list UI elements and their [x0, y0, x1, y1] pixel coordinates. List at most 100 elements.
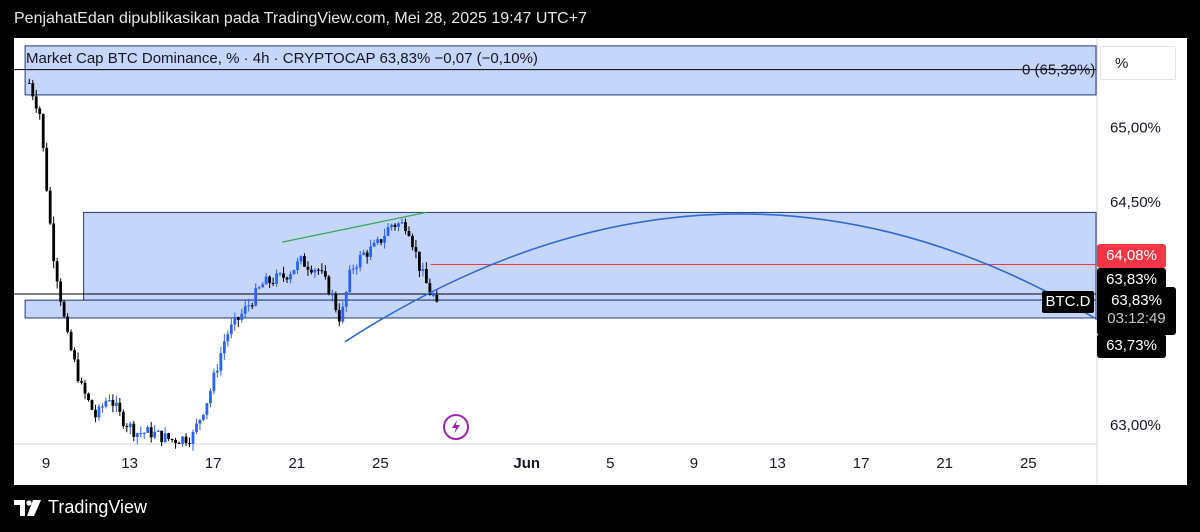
candle-down	[320, 270, 324, 272]
candle-up	[278, 273, 282, 275]
green-trendline	[282, 211, 427, 243]
y-tick-label: 63,00%	[1110, 417, 1161, 434]
published-caption: PenjahatEdan dipublikasikan pada Trading…	[14, 10, 587, 27]
candle-up	[313, 269, 317, 273]
candle-down	[334, 294, 338, 311]
candle-up	[400, 222, 404, 224]
candle-down	[31, 83, 35, 97]
symbol-tag: BTC.D	[1042, 291, 1094, 313]
candle-up	[153, 431, 157, 438]
candle-down	[271, 283, 275, 285]
candle-countdown: 03:12:49	[1107, 310, 1166, 327]
candle-down	[34, 96, 38, 109]
footer: TradingView	[0, 485, 1200, 532]
candle-down	[38, 108, 42, 114]
candle-down	[66, 316, 69, 332]
candle-down	[160, 430, 164, 443]
projection-arc	[344, 213, 1134, 343]
candle-down	[76, 359, 80, 382]
candle-up	[101, 406, 104, 408]
candle-up	[355, 267, 359, 269]
candle-down	[428, 283, 432, 296]
candle-up	[275, 273, 278, 284]
candle-up	[156, 430, 160, 432]
candle-down	[111, 400, 115, 406]
candle-up	[296, 261, 299, 270]
x-tick-label: 13	[769, 455, 786, 472]
brand-name: TradingView	[48, 497, 148, 517]
price-label-low: 63,73%	[1097, 334, 1166, 358]
candle-down	[316, 269, 320, 271]
candle-down	[404, 222, 407, 231]
bolt-glyph	[452, 420, 460, 434]
lightning-bolt-icon[interactable]	[443, 414, 469, 440]
candle-up	[226, 334, 230, 342]
candle-up	[372, 242, 376, 247]
candle-down	[310, 269, 313, 273]
candle-down	[118, 402, 122, 412]
candle-up	[198, 419, 202, 424]
candle-up	[383, 235, 386, 243]
current-price-countdown: 63,83% 03:12:49	[1097, 287, 1176, 335]
candle-up	[351, 268, 355, 270]
candle-down	[55, 261, 59, 282]
candle-down	[52, 223, 56, 262]
candle-down	[285, 277, 289, 280]
candle-down	[393, 224, 397, 227]
candle-up	[97, 406, 101, 418]
chart-panel[interactable]: 0 (65,39%) 9 13 17 21 25 Jun 5 9 13 17 21 25 65,00%…	[14, 38, 1187, 485]
candle-up	[289, 274, 292, 280]
x-tick-label: 21	[288, 455, 305, 472]
candle-down	[365, 252, 369, 257]
x-tick-label: 9	[690, 455, 698, 472]
candle-up	[142, 432, 146, 434]
candle-down	[268, 276, 272, 284]
candle-down	[411, 235, 414, 248]
candle-up	[240, 313, 244, 320]
candle-up	[205, 403, 209, 415]
candle-down	[327, 276, 331, 295]
chart-legend: Market Cap BTC Dominance, % · 4h · CRYPT…	[26, 50, 538, 67]
x-tick-label: 5	[606, 455, 614, 472]
price-label-red: 64,08%	[1097, 244, 1166, 268]
candle-down	[418, 251, 421, 271]
candle-up	[195, 423, 198, 433]
candle-up	[292, 269, 296, 275]
candle-down	[250, 305, 254, 307]
candle-down	[27, 83, 31, 85]
candle-up	[243, 306, 247, 314]
y-tick-label: 65,00%	[1110, 120, 1161, 137]
tradingview-logo[interactable]: TradingView	[14, 497, 147, 518]
percent-scale-button[interactable]: %	[1100, 46, 1176, 80]
candle-up	[135, 433, 139, 437]
tradingview-logo-icon	[14, 499, 41, 516]
x-tick-label: 25	[1020, 455, 1037, 472]
candle-down	[48, 190, 52, 224]
candle-up	[222, 341, 226, 354]
x-tick-label: 13	[121, 455, 138, 472]
upper-zone	[24, 45, 1097, 96]
candle-down	[59, 281, 63, 302]
candle-up	[229, 324, 233, 335]
x-tick-label: 25	[372, 455, 389, 472]
candle-down	[132, 423, 136, 437]
candle-down	[306, 266, 310, 270]
price-chart[interactable]: 0 (65,39%) 9 13 17 21 25 Jun 5 9 13 17 21 25 65,00%…	[14, 38, 1187, 485]
candle-up	[181, 436, 184, 444]
x-tick-label: 17	[205, 455, 222, 472]
candle-down	[94, 409, 97, 418]
candle-up	[114, 402, 118, 406]
candle-up	[431, 294, 435, 296]
current-price-value: 63,83%	[1111, 292, 1162, 309]
candle-down	[435, 294, 439, 302]
candle-down	[83, 382, 87, 394]
candle-up	[254, 288, 258, 306]
candle-down	[424, 269, 428, 284]
candle-down	[149, 427, 153, 438]
candle-up	[128, 423, 132, 428]
candle-down	[174, 439, 177, 443]
candle-down	[414, 247, 418, 252]
candle-up	[247, 305, 251, 307]
candle-up	[341, 306, 345, 322]
candle-down	[184, 436, 188, 444]
